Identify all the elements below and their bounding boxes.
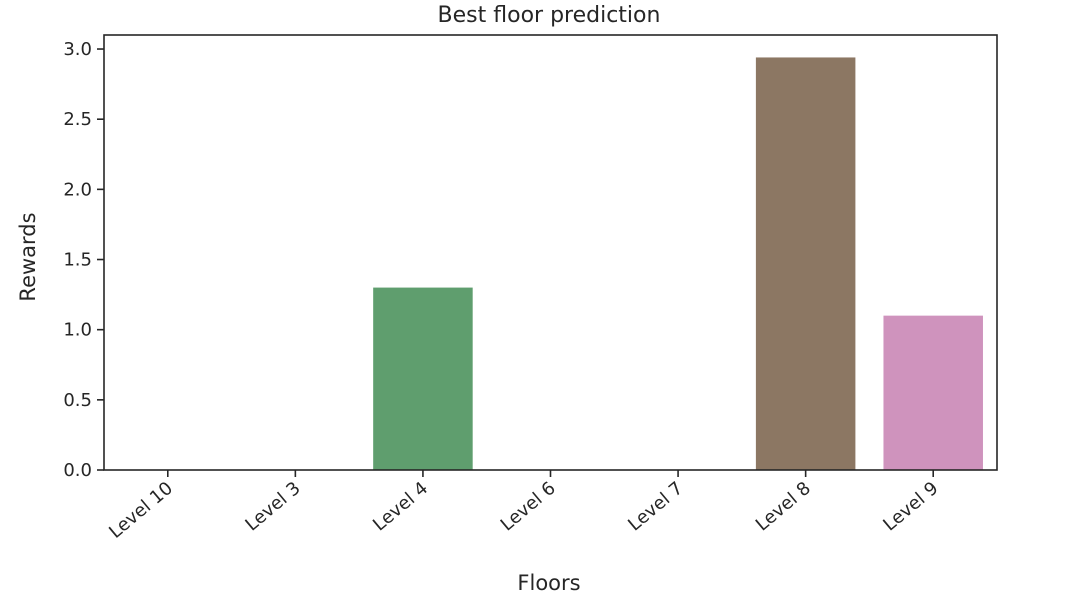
plot-frame xyxy=(103,34,998,471)
bars-group xyxy=(373,57,983,471)
x-tick-label: Level 10 xyxy=(105,478,177,543)
y-tick-label: 1.0 xyxy=(63,320,92,341)
x-tick-label: Level 3 xyxy=(242,478,305,536)
x-tick-label: Level 6 xyxy=(497,478,560,536)
x-tick-label: Level 7 xyxy=(624,478,687,536)
x-axis: Level 10 Level 3 Level 4 Level 6 Level 7 Leve… xyxy=(105,470,942,543)
y-axis-label: Rewards xyxy=(16,212,40,301)
y-tick-label: 2.5 xyxy=(63,109,92,130)
x-axis-label: Floors xyxy=(517,571,580,595)
bar-level-4 xyxy=(373,287,473,470)
x-tick-label: Level 8 xyxy=(752,478,815,536)
chart-title: Best floor prediction xyxy=(438,3,661,28)
y-tick-label: 2.0 xyxy=(63,179,92,200)
y-tick-label: 3.0 xyxy=(63,39,92,60)
x-tick-label: Level 9 xyxy=(879,478,942,536)
bar-level-9 xyxy=(883,315,983,470)
y-axis: 0.0 0.5 1.0 1.5 2.0 2.5 3.0 xyxy=(63,39,104,481)
y-tick-label: 0.5 xyxy=(63,390,92,411)
y-tick-label: 1.5 xyxy=(63,250,92,271)
bar-level-8 xyxy=(755,57,856,471)
x-tick-label: Level 4 xyxy=(369,478,432,536)
y-tick-label: 0.0 xyxy=(63,460,92,481)
